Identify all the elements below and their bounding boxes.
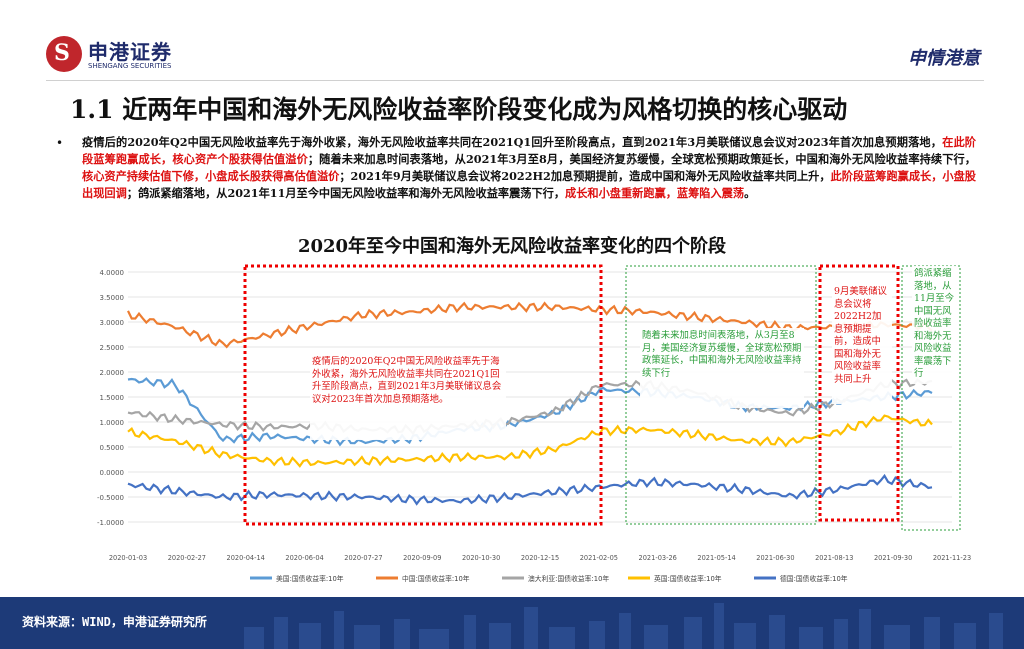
series-line	[127, 377, 933, 447]
y-tick-label: 1.5000	[100, 394, 125, 402]
annotation-text: 鸽派紧缩落地，从11月至今中国无风险收益率和海外无风险收益率震荡下行	[914, 268, 955, 379]
y-tick-label: -0.5000	[97, 494, 124, 502]
series-line	[127, 301, 933, 349]
y-tick-label: 0.5000	[100, 444, 125, 452]
footer-bar: 资料来源：WIND，申港证券研究所	[0, 597, 1024, 649]
yield-line-chart: 4.0000 3.5000 3.0000 2.5000 2.0000 1.5000 1.00…	[97, 264, 971, 583]
x-tick-label: 2021-08-13	[815, 554, 853, 562]
summary-paragraph: 疫情后的2020年Q2中国无风险收益率先于海外收紧，海外无风险收益率共同在202…	[82, 134, 976, 202]
bullet-marker: •	[56, 136, 64, 150]
x-tick-label: 2020-09-09	[403, 554, 441, 562]
brand-slogan: 申情港意	[908, 48, 980, 69]
annotation-frame: 随着未来加息时间表落地，从3月至8月，美国经济复苏缓慢，全球宽松预期政策延长，中…	[642, 330, 802, 379]
phase-box	[818, 264, 900, 522]
paragraph-text: ；2021年9月美联储议息会议将2022H2加息预期提前，造成中国和海外无风险收…	[339, 169, 831, 183]
x-tick-label: 2020-02-27	[168, 554, 206, 562]
x-tick-label: 2021-11-23	[933, 554, 971, 562]
paragraph-text: ；鸽派紧缩落地，从2021年11月至今中国无风险收益率和海外无风险收益率震荡下行…	[126, 186, 566, 200]
annotation-frame: 疫情后的2020年Q2中国无风险收益率先于海外收紧，海外无风险收益率共同在202…	[312, 356, 502, 405]
y-tick-label: 4.0000	[100, 269, 125, 277]
paragraph-text: 疫情后的2020年Q2中国无风险收益率先于海外收紧，海外无风险收益率共同在202…	[82, 135, 943, 149]
y-tick-label: 2.0000	[100, 369, 125, 377]
x-tick-label: 2020-07-27	[344, 554, 382, 562]
annotation-backdrop	[310, 354, 506, 440]
y-tick-label: 3.5000	[100, 294, 125, 302]
x-tick-label: 2020-01-03	[109, 554, 147, 562]
annotation-text: 随着未来加息时间表落地，从3月至8月，美国经济复苏缓慢，全球宽松预期政策延长，中…	[642, 330, 802, 379]
x-tick-label: 2021-03-26	[639, 554, 677, 562]
y-tick-label: 3.0000	[100, 319, 125, 327]
y-tick-label: 2.5000	[100, 344, 125, 352]
logo-symbol: S	[54, 40, 70, 66]
chart-title: 2020年至今中国和海外无风险收益率变化的四个阶段	[297, 236, 727, 257]
paragraph-text: 。	[744, 186, 756, 200]
logo: S 申港证券 SHENGANG SECURITIES	[46, 36, 196, 80]
x-tick-label: 2021-09-30	[874, 554, 912, 562]
highlight-text: 在此阶段蓝筹跑赢成长，核心资产个股获得估值溢价	[82, 135, 976, 166]
page-title: 1.1 近两年中国和海外无风险收益率阶段变化成为风格切换的核心驱动	[70, 95, 848, 124]
annotation-frame: 鸽派紧缩落地，从11月至今中国无风险收益率和海外无风险收益率震荡下行	[914, 268, 955, 379]
legend-label: 美国:国债收益率:10年	[276, 574, 344, 583]
y-tick-label: 1.0000	[100, 419, 125, 427]
city-skyline-icon	[244, 603, 1003, 649]
logo-name-cn: 申港证券	[88, 40, 172, 64]
x-tick-label: 2021-05-14	[697, 554, 735, 562]
legend-label: 中国:国债收益率:10年	[402, 574, 470, 583]
phase-box	[243, 264, 603, 526]
x-tick-label: 2020-06-04	[285, 554, 323, 562]
source-note: 资料来源：WIND，申港证券研究所	[22, 615, 207, 629]
y-tick-label: 0.0000	[100, 469, 125, 477]
series-line	[127, 414, 933, 468]
header-divider	[46, 80, 984, 81]
annotation-backdrop	[832, 284, 892, 404]
logo-name-en: SHENGANG SECURITIES	[88, 62, 172, 70]
series-line	[127, 473, 933, 506]
x-tick-label: 2021-06-30	[756, 554, 794, 562]
highlight-text: 成长和小盘重新跑赢，蓝筹陷入震荡	[565, 186, 745, 200]
annotation-frame: 9月美联储议息会议将2022H2加息预期提前，造成中国和海外无风险收益率共同上升	[834, 286, 887, 385]
legend-label: 澳大利亚:国债收益率:10年	[528, 574, 609, 583]
paragraph-text: ；随着未来加息时间表落地，从2021年3月至8月，美国经济复苏缓慢，全球宽松预期…	[307, 152, 976, 166]
legend-label: 德国:国债收益率:10年	[780, 574, 848, 583]
annotation-text: 9月美联储议息会议将2022H2加息预期提前，造成中国和海外无风险收益率共同上升	[834, 286, 887, 385]
logo-mark-icon: S	[46, 36, 82, 72]
annotation-backdrop	[640, 328, 804, 408]
x-tick-label: 2020-10-30	[462, 554, 500, 562]
annotation-backdrop	[912, 266, 958, 384]
highlight-text: 核心资产持续估值下修，小盘成长股获得高估值溢价	[82, 169, 340, 183]
highlight-text: 此阶段蓝筹跑赢成长，小盘股出现回调	[82, 169, 976, 200]
series-line	[127, 378, 933, 436]
x-tick-label: 2020-12-15	[521, 554, 559, 562]
x-tick-label: 2020-04-14	[227, 554, 265, 562]
x-tick-label: 2021-02-05	[580, 554, 618, 562]
annotation-text: 疫情后的2020年Q2中国无风险收益率先于海外收紧，海外无风险收益率共同在202…	[312, 356, 502, 405]
legend-label: 英国:国债收益率:10年	[654, 574, 722, 583]
y-tick-label: -1.0000	[97, 519, 124, 527]
